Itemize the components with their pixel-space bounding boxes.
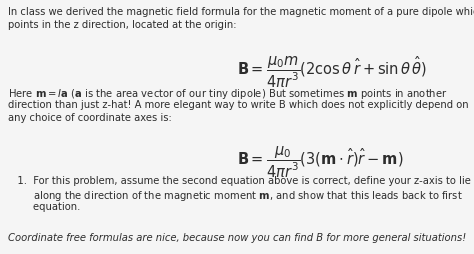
Text: direction than just z-hat! A more elegant way to write B which does not explicit: direction than just z-hat! A more elegan…: [8, 100, 469, 109]
Text: 1.  For this problem, assume the second equation above is correct, define your z: 1. For this problem, assume the second e…: [8, 175, 471, 185]
Text: Coordinate free formulas are nice, because now you can find B for more general s: Coordinate free formulas are nice, becau…: [8, 232, 466, 242]
Text: along the direction of the magnetic moment $\mathbf{m}$, and show that this lead: along the direction of the magnetic mome…: [8, 188, 463, 202]
Text: In class we derived the magnetic field formula for the magnetic moment of a pure: In class we derived the magnetic field f…: [8, 7, 474, 17]
Text: points in the z direction, located at the origin:: points in the z direction, located at th…: [8, 20, 237, 30]
Text: Here $\mathbf{m} = I\mathbf{a}$ ($\mathbf{a}$ is the area vector of our tiny dip: Here $\mathbf{m} = I\mathbf{a}$ ($\mathb…: [8, 87, 447, 101]
Text: equation.: equation.: [8, 201, 81, 211]
Text: any choice of coordinate axes is:: any choice of coordinate axes is:: [8, 113, 172, 122]
Text: $\mathbf{B} = \dfrac{\mu_0 m}{4\pi r^3}(2\cos\theta\,\hat{r} + \sin\theta\,\hat{: $\mathbf{B} = \dfrac{\mu_0 m}{4\pi r^3}(…: [237, 55, 427, 90]
Text: $\mathbf{B} = \dfrac{\mu_0}{4\pi r^3}(3(\mathbf{m}\cdot\hat{r})\hat{r} - \mathbf: $\mathbf{B} = \dfrac{\mu_0}{4\pi r^3}(3(…: [237, 145, 403, 180]
